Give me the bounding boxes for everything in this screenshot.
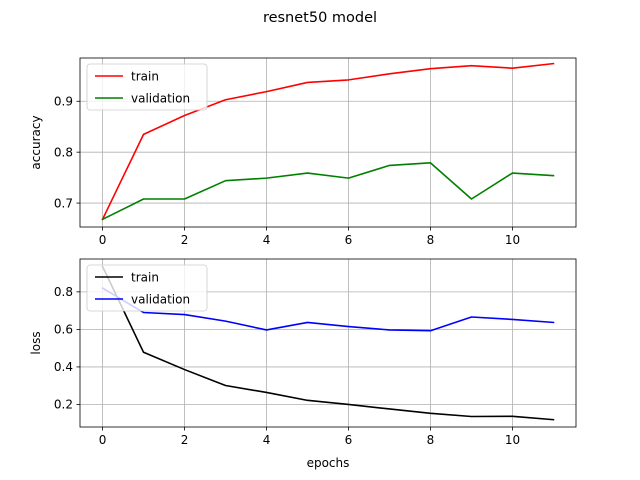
- accuracy-x-tick-label: 4: [263, 233, 271, 247]
- loss-x-tick-label: 10: [505, 433, 520, 447]
- loss-y-tick-label: 0.6: [54, 323, 73, 337]
- loss-series-validation-line: [101, 286, 555, 332]
- accuracy-legend: train validation: [86, 63, 208, 111]
- loss-y-tick-label: 0.2: [54, 398, 73, 412]
- loss-subplot: 0 2 4 6 8 10 0.2 0.4 0.6 0.8 loss epochs train val…: [29, 258, 577, 470]
- loss-legend-label-validation: validation: [131, 293, 190, 307]
- loss-x-tick-label: 8: [427, 433, 435, 447]
- accuracy-legend-label-validation: validation: [131, 92, 190, 106]
- accuracy-y-tick-label: 0.7: [54, 196, 73, 210]
- accuracy-y-tick-label: 0.9: [54, 94, 73, 108]
- loss-legend-label-train: train: [131, 271, 159, 285]
- figure-suptitle: resnet50 model: [263, 10, 377, 26]
- loss-axes-frame: [79, 258, 577, 428]
- accuracy-subplot: 0 2 4 6 8 10 0.7 0.8 0.9 accuracy train validatio…: [29, 57, 577, 247]
- accuracy-series-validation-line: [101, 162, 555, 221]
- accuracy-x-tick-label: 2: [181, 233, 189, 247]
- loss-x-tick-label: 4: [263, 433, 271, 447]
- accuracy-y-axis-label: accuracy: [29, 115, 43, 169]
- loss-x-tick-label: 2: [181, 433, 189, 447]
- loss-x-axis-label: epochs: [307, 456, 350, 470]
- accuracy-ticks: 0 2 4 6 8 10 0.7 0.8 0.9: [54, 94, 520, 247]
- loss-series-train-line: [101, 265, 555, 421]
- loss-y-tick-label: 0.8: [54, 285, 73, 299]
- loss-y-axis-label: loss: [29, 331, 43, 354]
- accuracy-x-tick-label: 10: [505, 233, 520, 247]
- loss-x-tick-label: 6: [345, 433, 353, 447]
- loss-legend: train validation: [86, 264, 208, 312]
- accuracy-y-tick-label: 0.8: [54, 145, 73, 159]
- accuracy-x-tick-label: 8: [427, 233, 435, 247]
- loss-lines: [101, 265, 555, 421]
- accuracy-series-train-line: [101, 62, 555, 221]
- accuracy-x-tick-label: 0: [99, 233, 107, 247]
- accuracy-lines: [101, 62, 555, 221]
- accuracy-x-tick-label: 6: [345, 233, 353, 247]
- loss-y-tick-label: 0.4: [54, 360, 73, 374]
- loss-ticks: 0 2 4 6 8 10 0.2 0.4 0.6 0.8: [54, 285, 520, 447]
- loss-x-tick-label: 0: [99, 433, 107, 447]
- accuracy-legend-label-train: train: [131, 70, 159, 84]
- accuracy-axes-frame: [79, 57, 577, 228]
